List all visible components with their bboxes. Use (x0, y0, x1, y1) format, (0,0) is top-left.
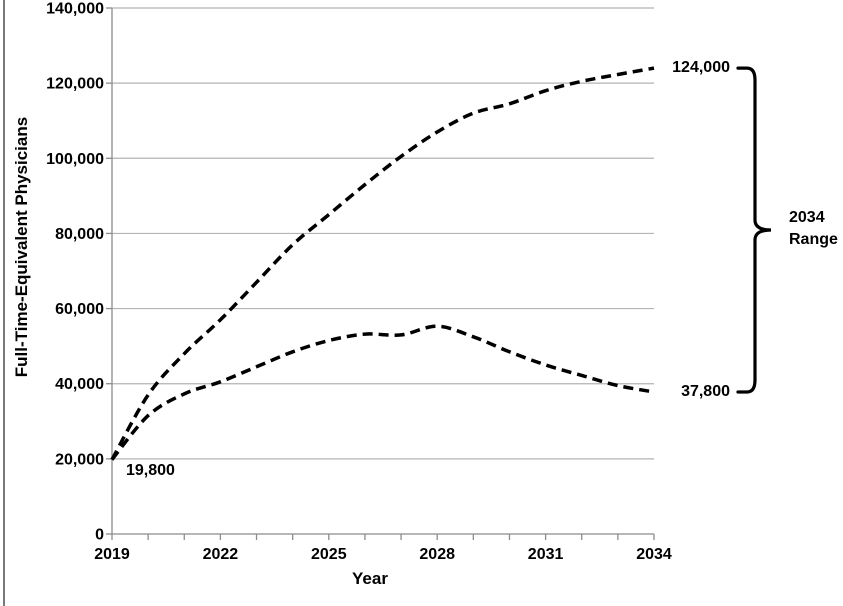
y-tick-label: 140,000 (46, 1, 104, 18)
range-brace-label-year: 2034 (789, 209, 825, 226)
annotation-high-end-value: 124,000 (672, 59, 730, 76)
tick-labels: 0 20,000 40,000 60,000 80,000 100,000 120,000 1… (46, 1, 672, 564)
y-tick-label: 100,000 (46, 151, 104, 168)
projection-line-high_projection (110, 66, 655, 461)
data-series (110, 66, 655, 461)
curly-brace (736, 66, 772, 394)
x-tick-label: 2019 (94, 546, 130, 563)
projection-line-low_projection (110, 324, 655, 461)
y-tick-label: 0 (95, 527, 104, 544)
axis-ticks (106, 7, 655, 540)
y-tick-label: 120,000 (46, 76, 104, 93)
x-tick-label: 2022 (203, 546, 239, 563)
y-tick-label: 40,000 (55, 376, 104, 393)
x-tick-label: 2031 (528, 546, 564, 563)
y-tick-label: 60,000 (55, 301, 104, 318)
axes (111, 8, 654, 535)
x-tick-label: 2034 (636, 546, 672, 563)
annotation-start-value: 19,800 (126, 462, 175, 479)
range-brace-label: 2034 Range (789, 207, 838, 251)
y-tick-label: 80,000 (55, 226, 104, 243)
gridlines (112, 7, 654, 460)
range-brace (736, 66, 772, 394)
y-tick-label: 20,000 (55, 451, 104, 468)
annotation-low-end-value: 37,800 (681, 383, 730, 400)
range-brace-label-word: Range (789, 231, 838, 248)
y-axis-title: Full-Time-Equivalent Physicians (12, 116, 31, 378)
x-tick-label: 2028 (419, 546, 455, 563)
x-tick-label: 2025 (311, 546, 347, 563)
x-axis-title: Year (352, 569, 388, 588)
page-left-border (3, 0, 5, 606)
